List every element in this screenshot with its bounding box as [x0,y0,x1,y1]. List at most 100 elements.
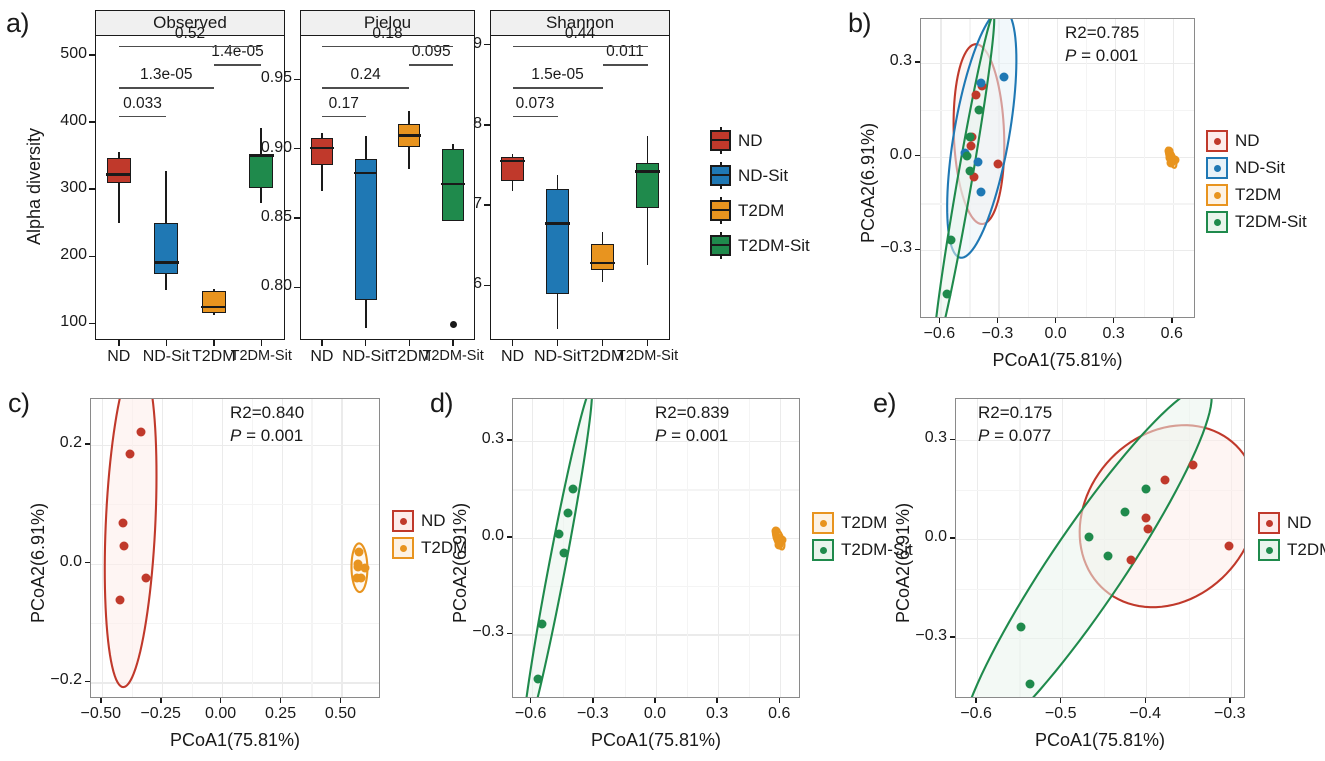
data-point-ND [966,141,976,151]
x-tick-label: −0.25 [140,705,181,722]
x-tick-mark [321,340,323,346]
gridline-horizontal [956,440,1244,442]
box-T2DM [201,291,226,313]
y-tick-label: 0.0 [924,528,947,546]
significance-bar [602,63,648,66]
legend-key-box-ND-Sit [710,162,731,189]
gridline-vertical [655,399,658,697]
data-point-T2DM [360,563,370,573]
panel-letter-e: e) [873,388,897,418]
legend-key-ND-Sit [1206,157,1228,179]
ellipse-T2DM-Sit [970,399,1213,697]
y-tick-label: 7 [473,195,482,213]
legend-label-T2DM-Sit: T2DM-Sit [841,540,913,559]
median-ND-Sit [353,171,378,175]
data-point-T2DM-Sit [974,105,984,115]
whisker-lower-T2DM-Sit [260,187,263,204]
gridline-vertical-minor [687,399,689,697]
p-number: = 0.001 [241,425,304,445]
gridline-horizontal [921,62,1194,64]
gridline-horizontal-minor [921,203,1194,205]
gridline-horizontal [513,634,799,636]
median-T2DM [590,261,615,265]
y-tick-label: 0.3 [924,429,947,447]
x-tick-label: 0.6 [1160,325,1183,342]
panelc-legend: ND T2DM [392,510,467,564]
legend-row-ND: ND [392,510,467,532]
y-tick-label: −0.3 [880,239,912,257]
y-tick-label: −0.2 [50,671,82,689]
legend-key-dot [399,544,407,552]
y-tick-mark [507,439,512,441]
x-tick-mark [219,698,222,703]
y-tick-mark [484,124,490,126]
y-tick-mark [915,154,920,157]
data-point-ND [1141,513,1151,523]
legend-key-whisker-bottom [719,149,722,154]
y-tick-mark [85,561,90,564]
panelb-plot-area [920,18,1195,318]
x-tick-label: 0.3 [1102,325,1125,342]
gridline-horizontal [921,156,1194,158]
panel-letter-a: a) [6,8,30,38]
legend-label-T2DM-Sit: T2DM-Sit [738,235,810,255]
y-tick-mark [89,121,95,123]
y-tick-mark [507,536,512,538]
whisker-lower-T2DM [212,312,215,315]
x-tick-label-ND-Sit: ND-Sit [142,348,190,365]
legend-key-dot [1213,137,1221,145]
box-ND [501,157,524,182]
gridline-vertical-minor [749,399,751,697]
x-tick-label: 0.0 [643,705,667,722]
legend-label-T2DM: T2DM [421,538,468,557]
legend-label-ND: ND [1287,513,1312,532]
y-tick-label: 200 [60,246,87,264]
gridline-horizontal-minor [513,489,799,491]
data-point-ND [1224,541,1234,551]
gridline-horizontal-minor [91,622,379,625]
data-point-ND [119,541,129,551]
y-tick-label: 400 [60,112,87,130]
data-point-ND [969,172,979,182]
legend-key-whisker-top [719,232,722,237]
y-tick-mark [85,680,90,683]
legend-key-whisker-bottom [719,184,722,189]
gridline-vertical-minor [1085,19,1087,317]
legend-key-whisker-bottom [719,219,722,224]
box-ND [310,138,333,165]
x-tick-mark [213,340,215,346]
significance-pvalue: 1.3e-05 [139,66,193,84]
whisker-upper-ND [117,151,120,158]
y-tick-label: 0.0 [59,552,82,570]
median-ND [500,159,525,163]
data-point-ND [1188,460,1198,470]
whisker-upper-T2DM-Sit [646,136,649,163]
legend-key-whisker-top [719,197,722,202]
x-tick-mark [654,698,656,703]
x-tick-label: −0.5 [1044,705,1077,722]
data-point-ND [993,159,1003,169]
legend-key-dot [1213,218,1221,226]
data-point-ND [125,449,135,459]
legend-key-T2DM-Sit [812,539,834,561]
x-tick-label: −0.4 [1129,705,1162,722]
whisker-lower-T2DM-Sit [646,208,649,266]
x-tick-mark [1112,318,1115,323]
gridline-vertical [531,399,533,697]
x-tick-label-ND: ND [500,348,525,365]
significance-pvalue: 0.033 [123,94,162,112]
data-point-T2DM-Sit [946,235,956,245]
gridline-vertical-minor [191,399,193,697]
gridline-horizontal [513,537,799,539]
y-tick-mark [89,255,95,257]
x-tick-label-ND: ND [310,348,334,365]
x-tick-label-T2DM: T2DM [191,348,236,365]
x-tick-mark [408,340,411,346]
x-tick-label: 0.6 [768,705,791,722]
legend-label-ND: ND [738,130,763,150]
whisker-upper-T2DM-Sit [260,127,263,155]
median-T2DM-Sit [441,182,465,186]
panele-x-axis-title: PCoA1(75.81%) [1034,730,1166,750]
facet-title-observed: Observed [153,13,227,32]
